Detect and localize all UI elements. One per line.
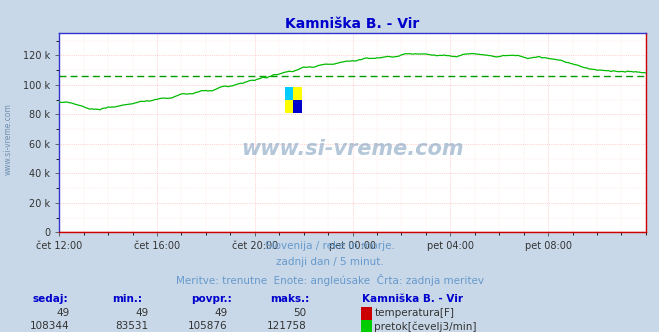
Text: Meritve: trenutne  Enote: angleúsake  Črta: zadnja meritev: Meritve: trenutne Enote: angleúsake Črta… — [175, 274, 484, 286]
Text: 49: 49 — [135, 308, 148, 318]
Bar — [285, 87, 293, 100]
Text: 49: 49 — [214, 308, 227, 318]
Text: 83531: 83531 — [115, 321, 148, 331]
Text: povpr.:: povpr.: — [191, 294, 232, 304]
Text: min.:: min.: — [112, 294, 142, 304]
Text: 50: 50 — [293, 308, 306, 318]
Text: maks.:: maks.: — [270, 294, 310, 304]
Text: www.si-vreme.com: www.si-vreme.com — [241, 139, 464, 159]
Text: 108344: 108344 — [30, 321, 69, 331]
Text: pretok[čevelj3/min]: pretok[čevelj3/min] — [374, 321, 477, 332]
Text: www.si-vreme.com: www.si-vreme.com — [3, 104, 13, 175]
Text: 105876: 105876 — [188, 321, 227, 331]
Text: 121758: 121758 — [267, 321, 306, 331]
Text: temperatura[F]: temperatura[F] — [374, 308, 454, 318]
Text: Kamniška B. - Vir: Kamniška B. - Vir — [362, 294, 463, 304]
Text: 49: 49 — [56, 308, 69, 318]
Text: sedaj:: sedaj: — [33, 294, 69, 304]
Bar — [285, 87, 302, 113]
Text: zadnji dan / 5 minut.: zadnji dan / 5 minut. — [275, 257, 384, 267]
Bar — [293, 100, 302, 113]
Title: Kamniška B. - Vir: Kamniška B. - Vir — [285, 17, 420, 31]
Text: Slovenija / reke in morje.: Slovenija / reke in morje. — [264, 241, 395, 251]
